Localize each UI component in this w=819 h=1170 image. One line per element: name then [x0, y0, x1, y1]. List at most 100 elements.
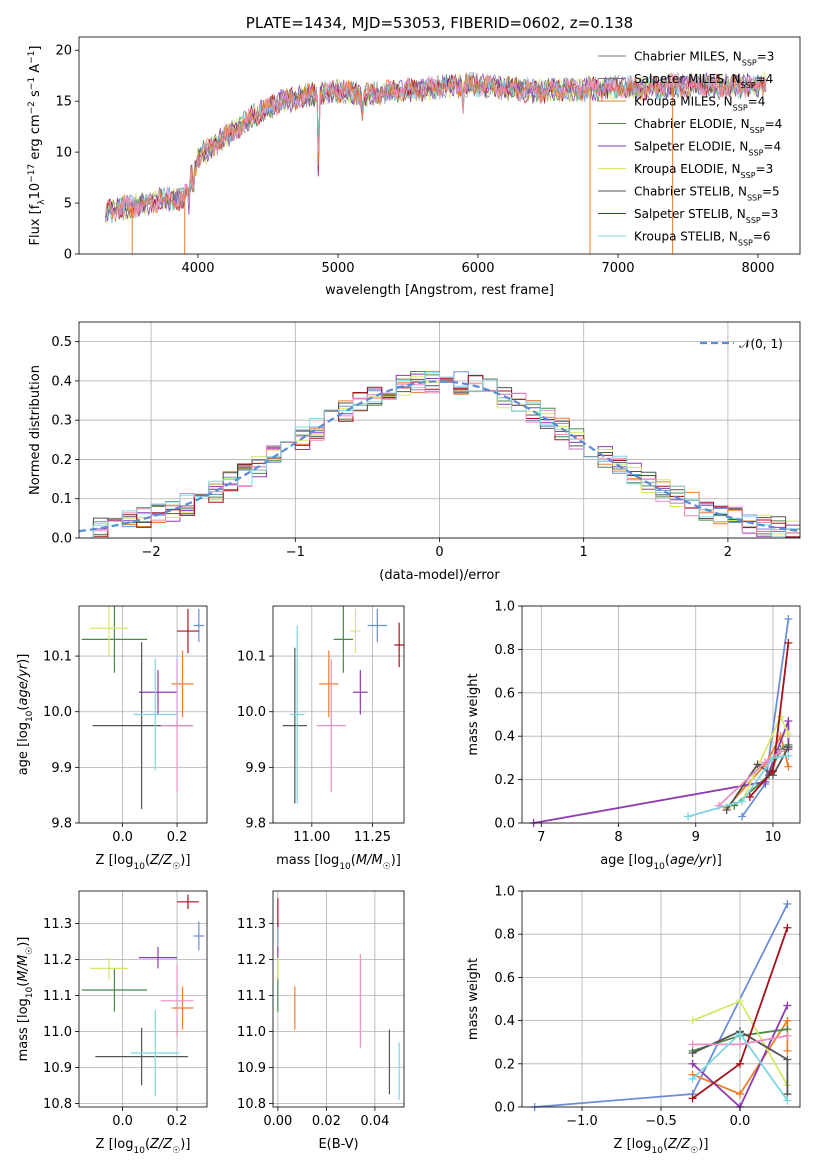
weight-marker [735, 1090, 744, 1099]
label-part: mass [log [16, 998, 31, 1061]
y-tick-label: 0.8 [494, 928, 515, 943]
legend-text: Kroupa MILES, N [634, 95, 733, 109]
y-tick-label: 9.8 [51, 817, 72, 832]
axes-frame [78, 890, 208, 1108]
y-tick-label: 11.2 [237, 953, 266, 968]
legend-text: =4 [756, 72, 774, 86]
y-tick-label: 11.3 [43, 917, 72, 932]
errorbar-point [133, 658, 178, 771]
y-tick-label: 0.0 [494, 817, 515, 832]
x-tick-label: 9 [692, 830, 700, 845]
errorbars [282, 606, 404, 804]
weight-marker [783, 923, 792, 932]
label-part: M/M [356, 853, 383, 868]
label-part: E(B-V) [318, 1137, 358, 1152]
legend-text: Kroupa ELODIE, N [634, 162, 741, 176]
weight-marker [783, 1016, 792, 1025]
label-part: λ [37, 199, 47, 205]
label-part: ( [351, 853, 356, 868]
weight-marker [784, 762, 793, 771]
y-tick-label: 0.5 [51, 335, 72, 350]
label-part: age/yr [670, 853, 713, 868]
weight-marker [761, 758, 770, 767]
label-part: erg cm [28, 114, 43, 163]
y-tick-label: 0.0 [51, 532, 72, 547]
x-tick-label: 1 [580, 545, 588, 560]
weight-marker [783, 1096, 792, 1105]
label-part: )] [180, 1137, 190, 1152]
label-part: −2 [27, 101, 37, 114]
label-part: )] [391, 853, 401, 868]
errorbar-point [289, 625, 305, 804]
errorbar-point [138, 669, 178, 715]
x-tick-label: 7000 [601, 261, 634, 276]
errorbar-point [95, 1027, 188, 1086]
x-tick-label: 2 [724, 545, 732, 560]
x-axis-label: Z [log10(Z/Z☉)] [96, 853, 191, 872]
y-axis-label: mass weight [466, 958, 481, 1040]
label-part: Z [log [614, 1137, 652, 1152]
y-tick-label: 0.6 [494, 686, 515, 701]
y-tick-label: 10.9 [43, 1061, 72, 1076]
grid-lines [522, 890, 800, 1108]
legend-label: 𝒩(0, 1) [739, 337, 783, 351]
label-part: age/yr [16, 662, 31, 705]
errorbar-point [353, 669, 368, 715]
label-part: )] [698, 1137, 708, 1152]
label-part: −17 [27, 164, 37, 183]
errorbar-point [130, 1009, 180, 1097]
weight-marker [783, 1031, 792, 1040]
x-tick-label: 0.2 [167, 1114, 188, 1129]
label-part: )] [16, 654, 31, 664]
x-tick-label: 11.25 [354, 830, 391, 845]
weight-marker [784, 730, 793, 739]
weight-marker [784, 638, 793, 647]
errorbars [81, 606, 205, 810]
legend-text: =5 [762, 185, 780, 199]
legend-text: =4 [748, 95, 766, 109]
y-tick-label: 10.8 [237, 1097, 266, 1112]
label-part: age [log [600, 853, 653, 868]
label-part: ☉ [172, 862, 180, 872]
mass-vs-metallicity-panel: 0.0 0.210.810.911.011.111.211.3Z [log10(Z… [16, 890, 208, 1156]
label-part: −1 [27, 77, 37, 90]
y-tick-label: 0.2 [51, 453, 72, 468]
legend-text: =3 [757, 50, 775, 64]
weight-marker [753, 760, 762, 769]
label-part: ( [665, 853, 670, 868]
errorbar-point [160, 658, 194, 793]
y-tick-label: 11.1 [237, 989, 266, 1004]
errorbar-point [171, 986, 194, 1030]
weight-marker [738, 812, 747, 821]
y-tick-label: 0.3 [51, 414, 72, 429]
weight-marker [735, 1059, 744, 1068]
y-tick-label: 11.1 [43, 989, 72, 1004]
weight-marker [738, 797, 747, 806]
axes-frame [78, 605, 208, 824]
weight-marker [735, 1040, 744, 1049]
legend-text: Salpeter STELIB, N [634, 207, 746, 221]
label-part: ☉ [690, 1146, 698, 1156]
legend-label: Chabrier STELIB, NSSP=5 [634, 185, 780, 203]
label-part: )] [712, 853, 722, 868]
label-part: 10 [651, 1146, 663, 1156]
y-tick-label: 9.8 [245, 817, 266, 832]
y-tick-label: 0.2 [494, 773, 515, 788]
histogram-step [79, 372, 800, 538]
x-tick-label: 0.2 [167, 830, 188, 845]
errorbar-point [89, 957, 129, 980]
weight-marker [722, 805, 731, 814]
errorbar-point [177, 894, 199, 909]
legend-sub: SSP [741, 81, 756, 90]
errorbar-point [81, 606, 148, 673]
y-tick-label: 0.4 [51, 374, 72, 389]
y-tick-label: 11.0 [43, 1025, 72, 1040]
label-part: ] [28, 46, 43, 51]
legend-sub: SSP [738, 238, 753, 247]
x-tick-label: −0.5 [645, 1114, 677, 1129]
errorbar-point [367, 608, 388, 643]
histograms [79, 370, 800, 538]
errorbar-point [333, 606, 354, 673]
y-tick-label: 1.0 [494, 600, 515, 615]
